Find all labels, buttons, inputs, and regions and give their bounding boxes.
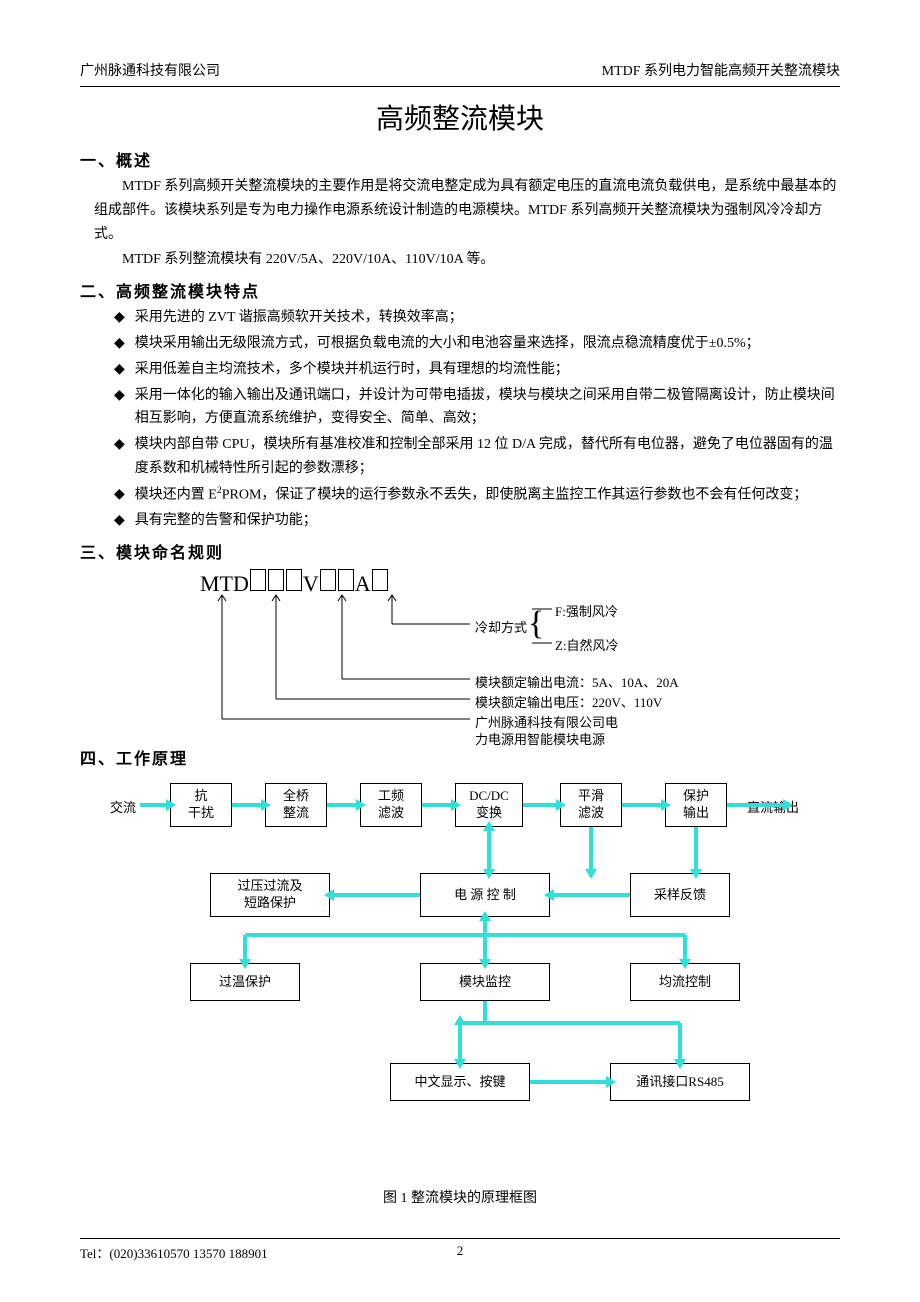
header-left: 广州脉通科技有限公司 <box>80 60 220 80</box>
naming-svg <box>200 569 720 739</box>
diamond-icon: ◆ <box>114 358 125 382</box>
arrow <box>243 935 247 961</box>
arrow-head-icon <box>783 799 793 811</box>
arrow-head-icon <box>324 889 334 901</box>
flow-box-smooth: 平滑 滤波 <box>560 783 622 827</box>
label-current: 模块额定输出电流：5A、10A、20A <box>475 672 679 691</box>
arrow <box>622 803 663 807</box>
section1-p2: MTDF 系列整流模块有 220V/5A、220V/10A、110V/10A 等… <box>94 248 840 272</box>
arrow-head-icon <box>679 959 691 969</box>
section3-heading: 三、模块命名规则 <box>80 539 840 563</box>
feature-item: ◆ 采用低差自主均流技术，多个模块并机运行时，具有理想的均流性能； <box>114 358 840 382</box>
arrow-head-icon <box>585 869 597 879</box>
section1-heading: 一、概述 <box>80 147 840 171</box>
label-cooling-z: Z:自然风冷 <box>555 635 619 654</box>
arrow <box>678 1023 682 1061</box>
feature-item: ◆ 具有完整的告警和保护功能； <box>114 509 840 533</box>
label-cooling: 冷却方式 <box>475 617 527 636</box>
arrow <box>332 893 420 897</box>
arrow-head-icon <box>479 959 491 969</box>
flow-box-anti: 抗 干扰 <box>170 783 232 827</box>
page-header: 广州脉通科技有限公司 MTDF 系列电力智能高频开关整流模块 <box>80 60 840 87</box>
label-ac-in: 交流 <box>110 797 136 816</box>
diamond-icon: ◆ <box>114 384 125 432</box>
flow-box-lowfilter: 工频 滤波 <box>360 783 422 827</box>
arrow-head-icon <box>674 1059 686 1069</box>
arrow-head-icon <box>483 869 495 879</box>
feature-text: 采用一体化的输入输出及通讯端口，并设计为可带电插拔，模块与模块之间采用自带二极管… <box>135 384 840 432</box>
feature-list: ◆ 采用先进的 ZVT 谐振高频软开关技术，转换效率高； ◆ 模块采用输出无级限流方式… <box>114 306 840 533</box>
feature-item: ◆ 采用先进的 ZVT 谐振高频软开关技术，转换效率高； <box>114 306 840 330</box>
arrow-head-icon <box>239 959 251 969</box>
arrow <box>140 803 168 807</box>
flow-box-ovoc: 过压过流及 短路保护 <box>210 873 330 917</box>
feature-text: 具有完整的告警和保护功能； <box>135 509 840 533</box>
arrow-head-icon <box>544 889 554 901</box>
arrow <box>245 933 685 937</box>
arrow <box>727 803 785 807</box>
arrow-head-icon <box>606 1076 616 1088</box>
arrow-head-icon <box>483 821 495 831</box>
arrow <box>683 935 687 961</box>
section4-heading: 四、工作原理 <box>80 745 840 769</box>
flow-box-sample: 采样反馈 <box>630 873 730 917</box>
arrow-head-icon <box>454 1015 466 1025</box>
figure-caption: 图 1 整流模块的原理框图 <box>80 1187 840 1207</box>
arrow <box>460 1021 680 1025</box>
arrow-head-icon <box>261 799 271 811</box>
arrow <box>327 803 358 807</box>
arrow <box>530 1080 608 1084</box>
arrow-head-icon <box>451 799 461 811</box>
arrow <box>483 1001 487 1023</box>
arrow <box>232 803 263 807</box>
feature-text: 模块采用输出无级限流方式，可根据负载电流的大小和电池容量来选择，限流点稳流精度优… <box>135 332 840 356</box>
diamond-icon: ◆ <box>114 332 125 356</box>
arrow-head-icon <box>479 911 491 921</box>
arrow <box>523 803 558 807</box>
feature-text: 采用先进的 ZVT 谐振高频软开关技术，转换效率高； <box>135 306 840 330</box>
arrow <box>589 827 593 871</box>
arrow <box>487 829 491 871</box>
brace-icon: { <box>528 605 544 643</box>
feature-item: ◆模块内部自带 CPU，模块所有基准校准和控制全部采用 12 位 D/A 完成，… <box>114 433 840 481</box>
feature-text: 模块内部自带 CPU，模块所有基准校准和控制全部采用 12 位 D/A 完成，替… <box>135 433 840 481</box>
arrow <box>422 803 453 807</box>
arrow-head-icon <box>556 799 566 811</box>
label-company2: 力电源用智能模块电源 <box>475 729 605 748</box>
diamond-icon: ◆ <box>114 509 125 533</box>
flow-box-bridge: 全桥 整流 <box>265 783 327 827</box>
feature-text: 模块还内置 E2PROM，保证了模块的运行参数永不丢失，即使脱离主监控工作其运行… <box>135 483 840 507</box>
feature-item: ◆ 模块采用输出无级限流方式，可根据负载电流的大小和电池容量来选择，限流点稳流精度… <box>114 332 840 356</box>
flowchart: 交流抗 干扰全桥 整流工频 滤波DC/DC 变换平滑 滤波保护 输出直流输出过压… <box>90 773 840 1183</box>
arrow <box>694 827 698 871</box>
arrow-head-icon <box>454 1059 466 1069</box>
page-title: 高频整流模块 <box>80 97 840 137</box>
diamond-icon: ◆ <box>114 306 125 330</box>
label-voltage: 模块额定输出电压：220V、110V <box>475 692 662 711</box>
page-footer: Tel：(020)33610570 13570 188901 2 <box>80 1238 840 1262</box>
arrow <box>458 1023 462 1061</box>
arrow <box>552 893 630 897</box>
section2-heading: 二、高频整流模块特点 <box>80 278 840 302</box>
arrow-head-icon <box>356 799 366 811</box>
header-right: MTDF 系列电力智能高频开关整流模块 <box>602 60 840 80</box>
label-cooling-f: F:强制风冷 <box>555 601 618 620</box>
diamond-icon: ◆ <box>114 433 125 481</box>
feature-text: 采用低差自主均流技术，多个模块并机运行时，具有理想的均流性能； <box>135 358 840 382</box>
arrow <box>483 919 487 961</box>
footer-page: 2 <box>457 1243 464 1259</box>
naming-diagram: MTD V A 冷却方式 <box>200 569 840 739</box>
section1-p1: MTDF 系列高频开关整流模块的主要作用是将交流电整定成为具有额定电压的直流电流… <box>94 175 840 246</box>
diamond-icon: ◆ <box>114 483 125 507</box>
feature-item: ◆采用一体化的输入输出及通讯端口，并设计为可带电插拔，模块与模块之间采用自带二极… <box>114 384 840 432</box>
feature-item: ◆ 模块还内置 E2PROM，保证了模块的运行参数永不丢失，即使脱离主监控工作其运… <box>114 483 840 507</box>
arrow-head-icon <box>661 799 671 811</box>
flow-box-protect_out: 保护 输出 <box>665 783 727 827</box>
arrow-head-icon <box>690 869 702 879</box>
arrow-head-icon <box>166 799 176 811</box>
